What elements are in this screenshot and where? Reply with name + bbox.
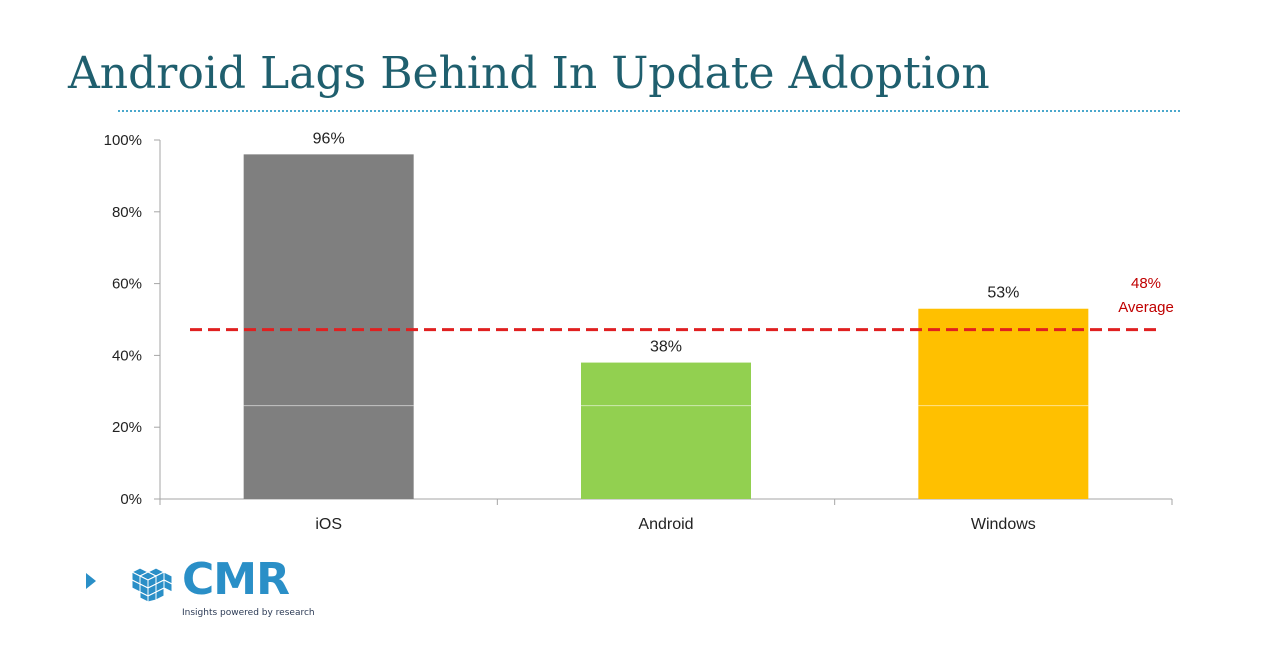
y-tick-label: 20% <box>112 419 142 436</box>
logo-tagline: Insights powered by research <box>182 608 315 618</box>
bars <box>243 154 1089 500</box>
bar-ios <box>243 154 414 500</box>
data-label-ios: 96% <box>313 130 345 147</box>
y-tick-label: 80% <box>112 204 142 221</box>
y-tick-label: 100% <box>104 132 142 149</box>
bar-android <box>581 362 751 499</box>
bar-windows <box>918 308 1089 499</box>
average-reference: 48% Average <box>190 275 1174 332</box>
slide-title: Android Lags Behind In Update Adoption <box>68 48 990 99</box>
data-label-android: 38% <box>650 339 682 356</box>
y-axis: 0% 20% 40% 60% 80% 100% <box>104 132 161 508</box>
cmr-logo: CMR Insights powered by research <box>86 554 346 628</box>
y-tick-label: 0% <box>120 491 142 508</box>
average-value-label: 48% <box>1131 275 1161 292</box>
data-labels: 96% 38% 53% <box>313 130 1020 355</box>
category-label-ios: iOS <box>315 516 342 533</box>
category-label-android: Android <box>638 516 693 533</box>
average-text-label: Average <box>1118 299 1174 316</box>
bullet-arrow-icon <box>86 573 96 589</box>
category-labels: iOS Android Windows <box>315 516 1035 533</box>
title-divider <box>118 110 1180 112</box>
cube-cluster-icon <box>130 567 173 603</box>
category-label-windows: Windows <box>971 516 1036 533</box>
y-tick-label: 60% <box>112 276 142 293</box>
logo-wordmark: CMR <box>182 554 290 605</box>
y-tick-label: 40% <box>112 347 142 364</box>
x-axis <box>159 498 1173 505</box>
data-label-windows: 53% <box>987 285 1019 302</box>
